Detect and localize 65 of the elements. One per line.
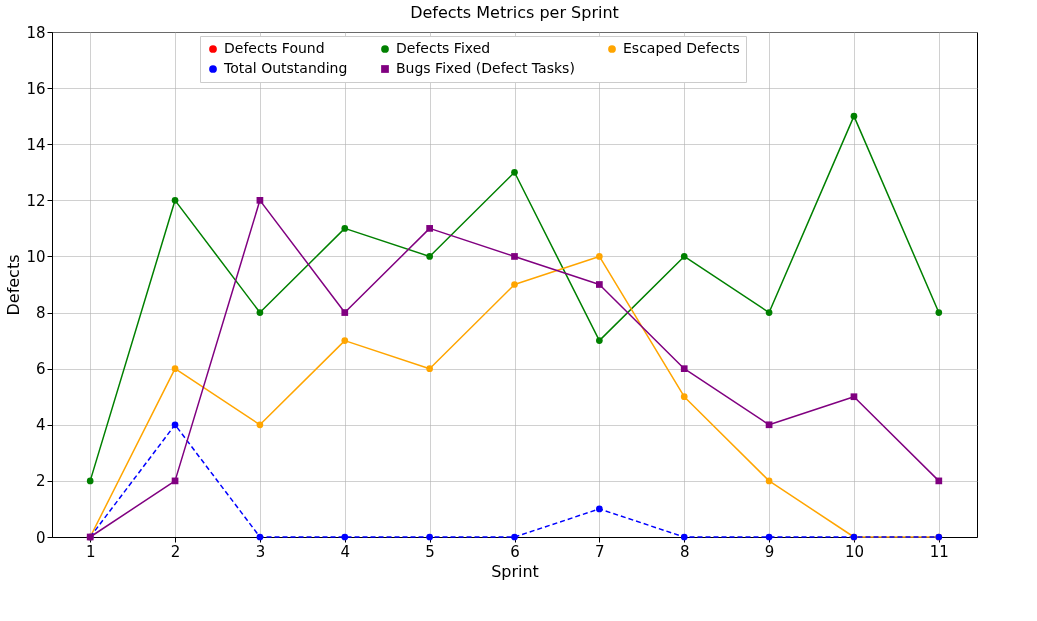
point — [426, 365, 433, 373]
point — [426, 533, 433, 541]
point — [596, 281, 603, 288]
point — [765, 533, 773, 541]
point — [171, 196, 179, 204]
point — [935, 477, 943, 485]
point — [511, 533, 518, 541]
y-tick-label: 0 — [35, 528, 46, 547]
point — [680, 393, 688, 401]
point — [256, 196, 264, 204]
point — [341, 337, 349, 344]
x-tick-label: 3 — [255, 542, 266, 561]
y-tick-label: 8 — [35, 304, 46, 323]
point — [765, 421, 773, 429]
point — [511, 253, 518, 260]
point — [341, 309, 349, 316]
point — [935, 309, 943, 316]
x-tick-label: 9 — [764, 542, 775, 561]
x-tick-label: 1 — [85, 542, 96, 561]
point — [426, 253, 433, 260]
point — [256, 421, 264, 429]
x-tick-label: 6 — [510, 542, 520, 561]
x-tick-label: 7 — [595, 542, 605, 561]
y-tick-label: 6 — [35, 360, 46, 379]
point — [341, 533, 349, 541]
y-tick-label: 14 — [26, 135, 46, 154]
point — [256, 533, 264, 541]
legend-label: Bugs Fixed (Defect Tasks) — [396, 60, 575, 76]
legend-label: Escaped Defects — [623, 40, 740, 56]
point — [511, 281, 518, 288]
x-axis-title: Sprint — [491, 561, 539, 581]
chart-title: Defects Metrics per Sprint — [410, 3, 619, 22]
point — [680, 253, 688, 260]
point — [341, 225, 349, 232]
point — [426, 225, 433, 232]
x-tick-label: 2 — [170, 542, 181, 561]
legend-label: Total Outstanding — [223, 60, 348, 76]
point — [680, 365, 688, 373]
legend-label: Defects Fixed — [396, 40, 491, 56]
point — [765, 477, 773, 485]
point — [850, 393, 858, 401]
point — [171, 365, 179, 373]
legend-label: Defects Found — [224, 40, 325, 56]
point — [680, 533, 688, 541]
point — [765, 309, 773, 316]
point — [86, 477, 94, 485]
y-tick-label: 4 — [35, 416, 46, 435]
point — [850, 112, 858, 120]
x-tick-label: 11 — [929, 542, 949, 561]
point — [596, 337, 603, 344]
y-tick-label: 16 — [26, 79, 46, 98]
y-tick-label: 12 — [26, 191, 46, 210]
x-tick-label: 4 — [340, 542, 351, 561]
x-tick-label: 5 — [425, 542, 435, 561]
point — [596, 253, 603, 260]
point — [256, 309, 264, 316]
y-tick-label: 10 — [26, 247, 46, 266]
point — [596, 505, 603, 513]
point — [171, 421, 179, 429]
x-tick-label: 8 — [679, 542, 690, 561]
point — [511, 168, 518, 176]
x-tick-label: 10 — [844, 542, 864, 561]
y-axis-title: Defects — [4, 254, 24, 316]
y-tick-label: 18 — [26, 23, 46, 42]
y-tick-label: 2 — [35, 472, 46, 491]
